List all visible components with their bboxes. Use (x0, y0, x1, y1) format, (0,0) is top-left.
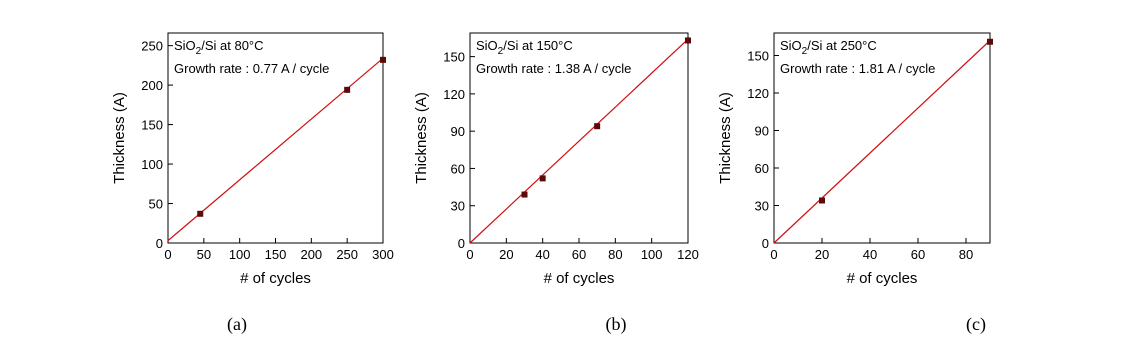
growth-rate: Growth rate : 0.77 A / cycle (174, 61, 329, 76)
data-point (344, 86, 351, 93)
x-tick-label: 150 (265, 247, 287, 262)
data-point (380, 56, 386, 63)
x-tick-label: 80 (959, 247, 973, 262)
chart: 0 20 40 60 80 100 120 0 30 60 90 120 150 # of cycles T… (413, 32, 699, 335)
annotation-rest: /Si at 250°C (807, 38, 877, 53)
y-axis-label: Thickness (A) (111, 92, 128, 184)
data-point (987, 38, 993, 45)
plot-frame (773, 32, 991, 244)
y-tick-label: 90 (755, 124, 769, 139)
y-tick-label: 90 (451, 124, 465, 139)
y-tick-label: 0 (762, 236, 769, 251)
annotation-main: SiO (780, 38, 802, 53)
annotation-sub: 2 (498, 46, 504, 57)
chart: 0 50 100 150 200 250 300 0 50 100 150 200 250 # of cy… (111, 32, 394, 335)
fit-line (469, 38, 689, 244)
x-tick-label: 200 (300, 247, 322, 262)
y-axis-label: Thickness (A) (717, 92, 734, 184)
y-tick-label: 30 (451, 199, 465, 214)
y-tick-label: 0 (156, 236, 163, 251)
y-tick-label: 50 (149, 197, 163, 212)
data-point (539, 175, 546, 182)
y-tick-label: 250 (141, 39, 163, 54)
growth-rate: Growth rate : 1.81 A / cycle (780, 61, 935, 76)
y-tick-label: 60 (755, 161, 769, 176)
y-tick-label: 120 (747, 86, 769, 101)
x-tick-label: 50 (197, 247, 211, 262)
chart: 0 20 40 60 80 0 30 60 90 120 150 # of cycles Thickne… (717, 32, 993, 335)
y-tick-label: 0 (458, 236, 465, 251)
y-tick-label: 100 (141, 157, 163, 172)
x-axis-label: # of cycles (847, 270, 918, 287)
caption: (a) (227, 314, 247, 335)
annotation: SiO2/Si at 150°C (476, 38, 573, 57)
x-axis-label: # of cycles (544, 270, 615, 287)
x-tick-label: 100 (641, 247, 663, 262)
data-point (521, 191, 528, 198)
y-tick-label: 30 (755, 199, 769, 214)
y-tick-label: 150 (141, 118, 163, 133)
x-tick-label: 60 (911, 247, 925, 262)
x-tick-label: 40 (863, 247, 877, 262)
x-tick-label: 20 (815, 247, 829, 262)
y-tick-label: 150 (443, 50, 465, 65)
x-tick-label: 0 (164, 247, 171, 262)
x-tick-label: 250 (336, 247, 358, 262)
annotation: SiO2/Si at 250°C (780, 38, 877, 57)
x-tick-label: 40 (535, 247, 549, 262)
data-point (685, 37, 691, 44)
x-tick-label: 300 (372, 247, 394, 262)
fit-line (773, 40, 991, 244)
annotation-main: SiO (174, 38, 196, 53)
annotation: SiO2/Si at 80°C (174, 38, 264, 57)
data-point (819, 197, 825, 204)
annotation-rest: /Si at 150°C (503, 38, 573, 53)
caption: (b) (606, 314, 627, 335)
y-tick-label: 150 (747, 49, 769, 64)
x-tick-label: 80 (608, 247, 622, 262)
growth-rate: Growth rate : 1.38 A / cycle (476, 61, 631, 76)
x-tick-label: 120 (677, 247, 699, 262)
x-tick-label: 0 (770, 247, 777, 262)
x-tick-label: 60 (572, 247, 586, 262)
x-tick-label: 0 (466, 247, 473, 262)
x-tick-label: 20 (499, 247, 513, 262)
x-axis-label: # of cycles (240, 270, 311, 287)
annotation-rest: /Si at 80°C (201, 38, 263, 53)
y-axis-label: Thickness (A) (413, 92, 430, 184)
data-point (594, 123, 601, 130)
annotation-sub: 2 (802, 46, 808, 57)
data-point (197, 210, 204, 217)
annotation-sub: 2 (196, 46, 202, 57)
y-tick-label: 60 (451, 161, 465, 176)
caption: (c) (966, 314, 986, 335)
y-tick-label: 120 (443, 87, 465, 102)
annotation-main: SiO (476, 38, 498, 53)
x-tick-label: 100 (229, 247, 251, 262)
y-tick-label: 200 (141, 78, 163, 93)
